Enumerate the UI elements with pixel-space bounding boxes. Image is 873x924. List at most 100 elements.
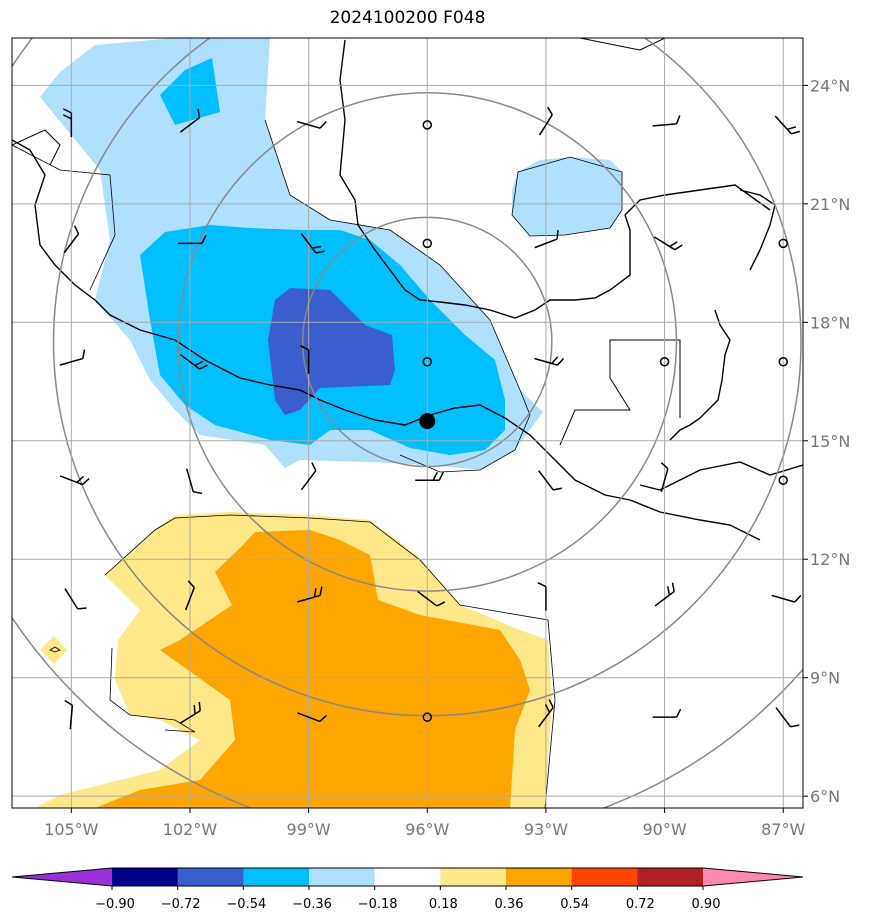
lon-tick-label-4: 93°W [524, 820, 568, 839]
colorbar-segment-8 [637, 868, 704, 886]
contour-line-east [511, 156, 623, 237]
storm-center-marker [419, 413, 436, 430]
wind-barb-16 [300, 345, 310, 374]
colorbar-tick-label-4: −0.18 [358, 897, 398, 912]
wind-barb-5 [652, 115, 681, 127]
wind-barb-18 [534, 356, 565, 366]
lon-tick-label-5: 90°W [642, 820, 686, 839]
calm-wind-circle-17 [422, 357, 433, 367]
colorbar-tick-label-8: 0.72 [626, 897, 655, 912]
wind-barb-36 [179, 701, 201, 725]
calm-wind-circle-38 [422, 712, 433, 722]
colorbar-tick-label-2: −0.54 [226, 897, 266, 912]
wind-barb-23 [300, 462, 317, 491]
calm-wind-circle-19 [659, 357, 670, 367]
border-guatemala [559, 339, 681, 446]
wind-barb-34 [771, 594, 802, 603]
coastline-yucatan [669, 309, 731, 441]
wind-barbs [59, 106, 802, 730]
latitude-ticks: 6°N 9°N 12°N 15°N 18°N 21°N 24°N [803, 76, 850, 806]
wind-barb-22 [185, 468, 203, 495]
lon-tick-label-1: 102°W [163, 820, 218, 839]
wind-barb-8 [177, 234, 207, 245]
lon-tick-label-6: 87°W [761, 820, 805, 839]
colorbar-tick-label-5: 0.18 [429, 897, 458, 912]
lat-tick-label-3: 15°N [810, 432, 850, 451]
coastline-mexico-pacific [12, 139, 761, 541]
contour-line-south [104, 514, 556, 808]
calm-wind-circle-3 [422, 120, 433, 130]
anomaly-blue [268, 288, 395, 415]
colorbar-segment-3 [309, 868, 376, 886]
wind-barb-12 [654, 236, 683, 251]
colorbar-tick-label-9: 0.90 [692, 897, 721, 912]
colorbar-tick-label-0: −0.90 [95, 897, 135, 912]
colorbar-segment-4 [374, 868, 441, 886]
wind-barb-40 [652, 708, 682, 718]
colorbar-tick-label-6: 0.36 [495, 897, 524, 912]
colorbar-segment-7 [571, 868, 638, 886]
map-area [12, 38, 803, 808]
map-title: 2024100200 F048 [329, 8, 486, 28]
coastline-cuba [739, 189, 776, 271]
colorbar-segment-1 [177, 868, 244, 886]
wind-barb-7 [63, 225, 80, 254]
contour-line-north [264, 119, 531, 473]
lon-tick-label-0: 105°W [44, 820, 99, 839]
wind-barb-39 [538, 699, 554, 728]
calm-wind-circle-20 [778, 357, 788, 367]
wind-barb-26 [660, 462, 669, 492]
wind-barb-14 [59, 349, 86, 366]
coastline-us-gulf [579, 38, 666, 51]
coastline-baja [12, 129, 61, 166]
anomaly-small-yellow-diamond [40, 636, 67, 664]
calm-wind-circle-27 [778, 475, 788, 486]
wind-barb-0 [62, 108, 73, 137]
colorbar-tick-label-7: 0.54 [560, 897, 589, 912]
lon-tick-label-3: 96°W [405, 820, 449, 839]
lat-tick-label-6: 24°N [810, 76, 850, 95]
lon-tick-label-2: 99°W [287, 820, 331, 839]
wind-barb-11 [534, 230, 559, 249]
wind-barb-4 [538, 106, 553, 136]
colorbar-extend-low [12, 868, 112, 886]
colorbar-segment-5 [440, 868, 507, 886]
colorbar-tick-label-1: −0.72 [161, 897, 201, 912]
colorbar-segment-2 [243, 868, 310, 886]
colorbar-segment-6 [506, 868, 573, 886]
longitude-ticks: 105°W 102°W 99°W 96°W 93°W 90°W 87°W [44, 808, 805, 839]
lat-tick-label-1: 9°N [810, 669, 840, 688]
wind-barb-32 [537, 582, 547, 611]
lat-tick-label-4: 18°N [810, 313, 850, 332]
wind-barb-15 [179, 353, 208, 370]
colorbar-segment-0 [112, 868, 179, 886]
wind-barb-9 [300, 233, 325, 254]
wind-barb-24 [415, 471, 444, 482]
wind-barb-2 [296, 120, 327, 129]
wind-barb-28 [64, 588, 87, 610]
wind-barb-31 [417, 590, 446, 607]
wind-barb-35 [64, 699, 74, 730]
calm-wind-circle-10 [422, 238, 433, 249]
lat-tick-label-2: 12°N [810, 550, 850, 569]
wind-barb-25 [538, 470, 563, 491]
colorbar-tick-label-3: −0.36 [292, 897, 332, 912]
colorbar: −0.90 −0.72 −0.54 −0.36 −0.18 0.18 0.36 0.54 0.7… [11, 867, 804, 912]
coastline-central-america [639, 461, 803, 491]
anomaly-orange [95, 530, 530, 808]
wind-barb-21 [59, 475, 90, 486]
wind-barb-33 [654, 582, 675, 607]
calm-wind-circle-13 [778, 238, 788, 249]
anomaly-small-contour [49, 646, 61, 653]
wind-barb-30 [296, 586, 323, 603]
wind-barb-1 [179, 108, 201, 133]
lat-tick-label-0: 6°N [810, 787, 840, 806]
contour-line-northwest [12, 144, 116, 291]
wind-barb-41 [775, 707, 800, 728]
anomaly-light-blue-east [512, 157, 622, 236]
wind-barb-29 [184, 580, 195, 611]
colorbar-extend-high [703, 868, 803, 886]
map-frame [11, 37, 804, 809]
wind-barb-6 [774, 115, 801, 135]
